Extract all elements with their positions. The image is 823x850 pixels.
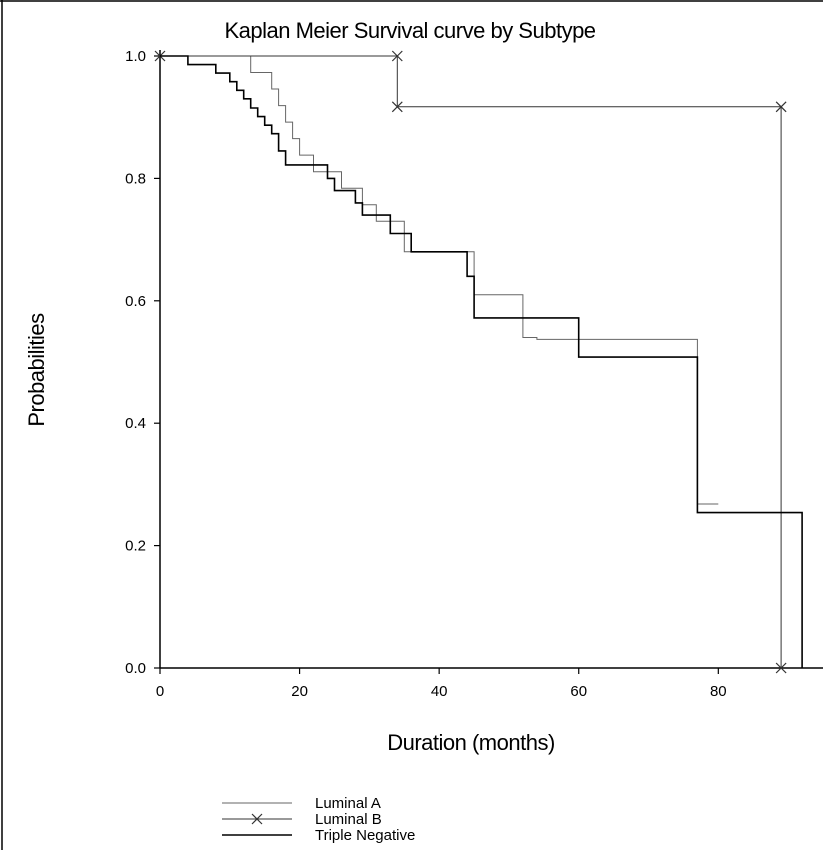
y-axis-label: Probabilities [24, 313, 49, 427]
y-tick-label: 0.4 [125, 415, 146, 432]
x-marker [391, 50, 403, 62]
legend-entry: Luminal B [222, 811, 382, 828]
chart-title: Kaplan Meier Survival curve by Subtype [224, 18, 595, 43]
x-marker [391, 101, 403, 113]
x-tick-label: 60 [570, 683, 587, 700]
series-line [160, 55, 803, 668]
legend-label: Luminal B [315, 811, 382, 828]
x-marker [775, 101, 787, 113]
series-luminal-b [154, 50, 787, 674]
x-tick-label: 20 [291, 683, 308, 700]
x-marker-stroke [391, 50, 403, 62]
x-axis-label: Duration (months) [387, 730, 555, 755]
legend-entry: Triple Negative [222, 827, 415, 844]
y-tick-label: 0.8 [125, 170, 146, 187]
y-tick-label: 1.0 [125, 48, 146, 65]
series-luminal-a [160, 55, 719, 505]
series-line [160, 55, 719, 505]
y-tick-label: 0.0 [125, 660, 146, 677]
x-marker-stroke [391, 101, 403, 113]
y-tick-label: 0.2 [125, 538, 146, 555]
x-tick-label: 40 [431, 683, 448, 700]
series-triple-negative [160, 55, 803, 668]
x-marker-stroke [775, 101, 787, 113]
legend-x-marker [251, 813, 263, 825]
legend-entry: Luminal A [222, 795, 381, 812]
x-marker [775, 662, 787, 674]
y-tick-label: 0.6 [125, 293, 146, 310]
legend-label: Triple Negative [315, 827, 415, 844]
series-line [160, 55, 782, 668]
x-marker-stroke [775, 662, 787, 674]
legend-label: Luminal A [315, 795, 381, 812]
x-tick-label: 80 [710, 683, 727, 700]
x-tick-label: 0 [156, 683, 164, 700]
